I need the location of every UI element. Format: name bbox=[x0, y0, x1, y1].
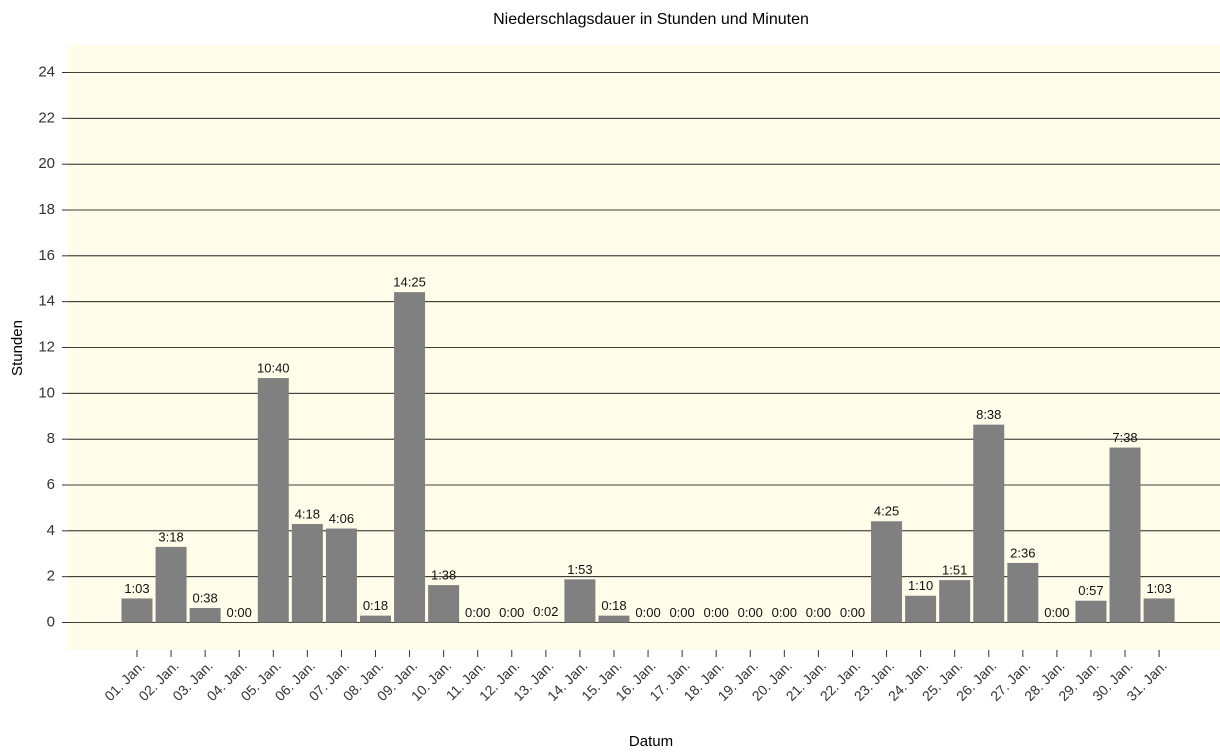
value-label: 1:53 bbox=[567, 562, 592, 577]
y-tick-label: 20 bbox=[38, 155, 55, 172]
y-tick-label: 4 bbox=[47, 522, 55, 539]
value-label: 0:00 bbox=[806, 605, 831, 620]
y-tick-label: 12 bbox=[38, 338, 55, 355]
value-label: 0:18 bbox=[363, 598, 388, 613]
bar bbox=[325, 528, 357, 623]
value-label: 0:00 bbox=[499, 605, 524, 620]
value-label: 0:00 bbox=[669, 605, 694, 620]
bar bbox=[155, 546, 187, 623]
y-tick-label: 18 bbox=[38, 201, 55, 218]
chart-title: Niederschlagsdauer in Stunden und Minute… bbox=[493, 11, 809, 28]
bar bbox=[428, 585, 460, 623]
value-label: 0:00 bbox=[1044, 605, 1069, 620]
bar bbox=[564, 579, 596, 623]
y-tick-label: 14 bbox=[38, 293, 55, 310]
value-label: 0:00 bbox=[840, 605, 865, 620]
y-tick-label: 8 bbox=[47, 430, 55, 447]
bar bbox=[189, 607, 221, 623]
value-label: 10:40 bbox=[257, 360, 290, 375]
value-label: 4:06 bbox=[329, 511, 354, 526]
value-label: 8:38 bbox=[976, 407, 1001, 422]
value-label: 1:51 bbox=[942, 563, 967, 578]
value-label: 0:00 bbox=[227, 605, 252, 620]
y-tick-label: 0 bbox=[47, 613, 55, 630]
value-label: 3:18 bbox=[158, 529, 183, 544]
bar bbox=[121, 598, 153, 623]
bar bbox=[257, 378, 289, 623]
value-label: 0:02 bbox=[533, 604, 558, 619]
bar bbox=[394, 292, 426, 623]
y-tick-label: 10 bbox=[38, 384, 55, 401]
value-label: 0:00 bbox=[704, 605, 729, 620]
bar bbox=[1143, 598, 1175, 623]
value-label: 7:38 bbox=[1112, 430, 1137, 445]
value-label: 2:36 bbox=[1010, 545, 1035, 560]
y-tick-label: 22 bbox=[38, 109, 55, 126]
y-tick-label: 6 bbox=[47, 476, 55, 493]
bar bbox=[530, 621, 562, 623]
y-tick-label: 24 bbox=[38, 63, 55, 80]
bar bbox=[1007, 562, 1039, 623]
value-label: 4:25 bbox=[874, 504, 899, 519]
value-label: 1:03 bbox=[1146, 581, 1171, 596]
bar bbox=[905, 595, 937, 623]
value-label: 14:25 bbox=[393, 275, 426, 290]
bar bbox=[871, 521, 903, 623]
value-label: 0:00 bbox=[465, 605, 490, 620]
value-label: 1:38 bbox=[431, 568, 456, 583]
x-axis-title: Datum bbox=[629, 733, 673, 750]
bar bbox=[939, 580, 971, 623]
bar bbox=[973, 424, 1005, 623]
bar bbox=[598, 615, 630, 623]
y-axis-title: Stunden bbox=[9, 320, 26, 376]
value-label: 0:18 bbox=[601, 598, 626, 613]
value-label: 0:38 bbox=[192, 590, 217, 605]
bar bbox=[1109, 447, 1141, 623]
value-label: 0:57 bbox=[1078, 583, 1103, 598]
value-label: 4:18 bbox=[295, 506, 320, 521]
value-label: 0:00 bbox=[635, 605, 660, 620]
value-label: 1:03 bbox=[124, 581, 149, 596]
y-tick-label: 2 bbox=[47, 568, 55, 585]
bar bbox=[359, 615, 391, 623]
value-label: 0:00 bbox=[772, 605, 797, 620]
bar bbox=[1075, 600, 1107, 623]
bar bbox=[291, 523, 323, 623]
value-label: 0:00 bbox=[738, 605, 763, 620]
y-tick-label: 16 bbox=[38, 247, 55, 264]
value-label: 1:10 bbox=[908, 578, 933, 593]
